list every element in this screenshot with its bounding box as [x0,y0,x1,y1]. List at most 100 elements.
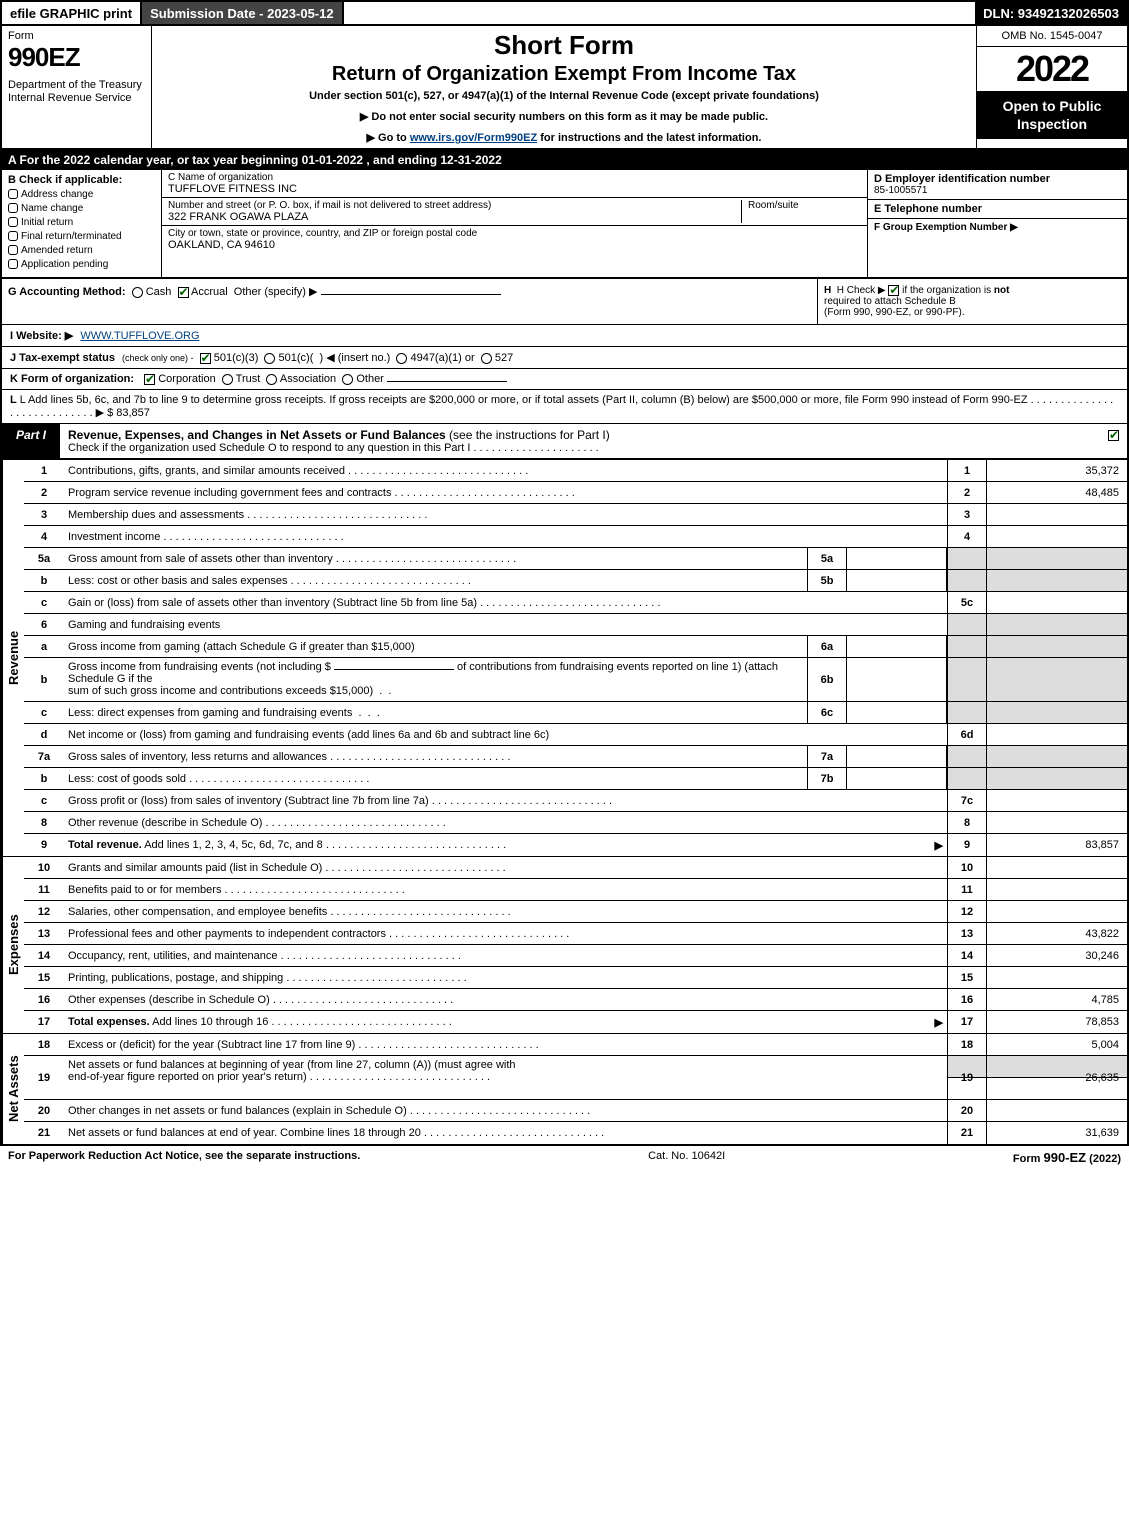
chk-other-org[interactable] [342,374,353,385]
part-i-sub1: (see the instructions for Part I) [449,428,610,442]
dept-line1: Department of the Treasury [8,79,142,91]
line-10-desc: Grants and similar amounts paid (list in… [68,862,322,874]
line-9-rnum: 9 [947,834,987,856]
line-7c-rval [987,790,1127,811]
chk-association[interactable] [266,374,277,385]
line-6c-rval [987,702,1127,723]
line-6a-desc: Gross income from gaming (attach Schedul… [68,641,415,653]
line-13-rval: 43,822 [987,923,1127,944]
chk-501c3[interactable] [200,353,211,364]
line-6b-desc1: Gross income from fundraising events (no… [68,661,331,673]
footer-right: Form 990-EZ (2022) [1013,1150,1121,1165]
chk-application-pending[interactable]: Application pending [8,259,155,270]
line-9-num: 9 [24,834,64,856]
c-name-label: C Name of organization [168,172,861,183]
vlabel-expenses: Expenses [2,857,24,1033]
line-11-rval [987,879,1127,900]
line-5a-rval [987,548,1127,569]
line-12-rnum: 12 [947,901,987,922]
col-b: B Check if applicable: Address change Na… [2,170,162,277]
line-a: A For the 2022 calendar year, or tax yea… [0,150,1129,170]
line-1-rnum: 1 [947,460,987,481]
k-label: K Form of organization: [10,373,134,385]
line-13-rnum: 13 [947,923,987,944]
line-5a-num: 5a [24,548,64,569]
line-5b-rval [987,570,1127,591]
chk-trust[interactable] [222,374,233,385]
line-1: 1 Contributions, gifts, grants, and simi… [24,460,1127,482]
line-6a-mval [847,636,947,657]
line-8-num: 8 [24,812,64,833]
l-text: L Add lines 5b, 6c, and 7b to line 9 to … [20,394,1028,406]
j-sub: (check only one) - [122,353,194,363]
vlabel-netassets: Net Assets [2,1034,24,1144]
footer-cat: Cat. No. 10642I [648,1150,725,1165]
chk-address-change-label: Address change [21,189,93,200]
chk-initial-return[interactable]: Initial return [8,217,155,228]
b-label: B Check if applicable: [8,174,155,186]
line-6b-rval [987,658,1127,701]
chk-amended-return[interactable]: Amended return [8,245,155,256]
chk-schedule-o[interactable] [1108,430,1119,441]
line-5a-mnum: 5a [807,548,847,569]
expenses-section: Expenses 10 Grants and similar amounts p… [2,857,1127,1034]
line-6d-rval [987,724,1127,745]
short-form-title: Short Form [160,30,968,61]
line-8-rnum: 8 [947,812,987,833]
line-5c: c Gain or (loss) from sale of assets oth… [24,592,1127,614]
line-2-rnum: 2 [947,482,987,503]
chk-h[interactable] [888,285,899,296]
line-9-rval: 83,857 [987,834,1127,856]
line-12-num: 12 [24,901,64,922]
line-9: 9 Total revenue. Add lines 1, 2, 3, 4, 5… [24,834,1127,856]
line-6a-num: a [24,636,64,657]
chk-address-change[interactable]: Address change [8,189,155,200]
website-link[interactable]: WWW.TUFFLOVE.ORG [80,330,199,342]
line-6b-rnum [947,658,987,701]
line-4: 4 Investment income 4 [24,526,1127,548]
col-c: C Name of organization TUFFLOVE FITNESS … [162,170,867,277]
irs-link[interactable]: www.irs.gov/Form990EZ [410,132,537,144]
chk-cash[interactable] [132,287,143,298]
chk-final-return-label: Final return/terminated [21,231,122,242]
tax-year: 2022 [977,47,1127,91]
chk-name-change[interactable]: Name change [8,203,155,214]
line-18: 18 Excess or (deficit) for the year (Sub… [24,1034,1127,1056]
section-bcdef: B Check if applicable: Address change Na… [0,170,1129,279]
line-13-num: 13 [24,923,64,944]
chk-527[interactable] [481,353,492,364]
c-city-val: OAKLAND, CA 94610 [168,239,861,251]
line-11: 11 Benefits paid to or for members 11 [24,879,1127,901]
l-val: 83,857 [116,407,150,419]
chk-final-return[interactable]: Final return/terminated [8,231,155,242]
ssn-warning: ▶ Do not enter social security numbers o… [160,110,968,123]
line-17-rval: 78,853 [987,1011,1127,1033]
line-6b: b Gross income from fundraising events (… [24,658,1127,702]
line-3-num: 3 [24,504,64,525]
efile-label[interactable]: efile GRAPHIC print [2,2,142,24]
line-2-num: 2 [24,482,64,503]
line-14: 14 Occupancy, rent, utilities, and maint… [24,945,1127,967]
line-6b-mval [847,658,947,701]
line-11-rnum: 11 [947,879,987,900]
chk-501c[interactable] [264,353,275,364]
k-other-line[interactable] [387,381,507,382]
line-6b-mnum: 6b [807,658,847,701]
line-19-rval-wrap: 26,635 [987,1056,1127,1099]
line-6a: a Gross income from gaming (attach Sched… [24,636,1127,658]
goto-post: for instructions and the latest informat… [537,132,761,144]
line-5c-rnum: 5c [947,592,987,613]
line-6a-rval [987,636,1127,657]
line-4-rnum: 4 [947,526,987,547]
chk-accrual[interactable] [178,287,189,298]
line-18-rval: 5,004 [987,1034,1127,1055]
g-other-line[interactable] [321,294,501,295]
line-15-desc: Printing, publications, postage, and shi… [68,972,283,984]
line-6c-mnum: 6c [807,702,847,723]
chk-4947[interactable] [396,353,407,364]
d-label: D Employer identification number [874,173,1121,185]
dln-label: DLN: 93492132026503 [975,2,1127,24]
chk-corporation[interactable] [144,374,155,385]
line-7a-desc: Gross sales of inventory, less returns a… [68,751,327,763]
line-5b-num: b [24,570,64,591]
